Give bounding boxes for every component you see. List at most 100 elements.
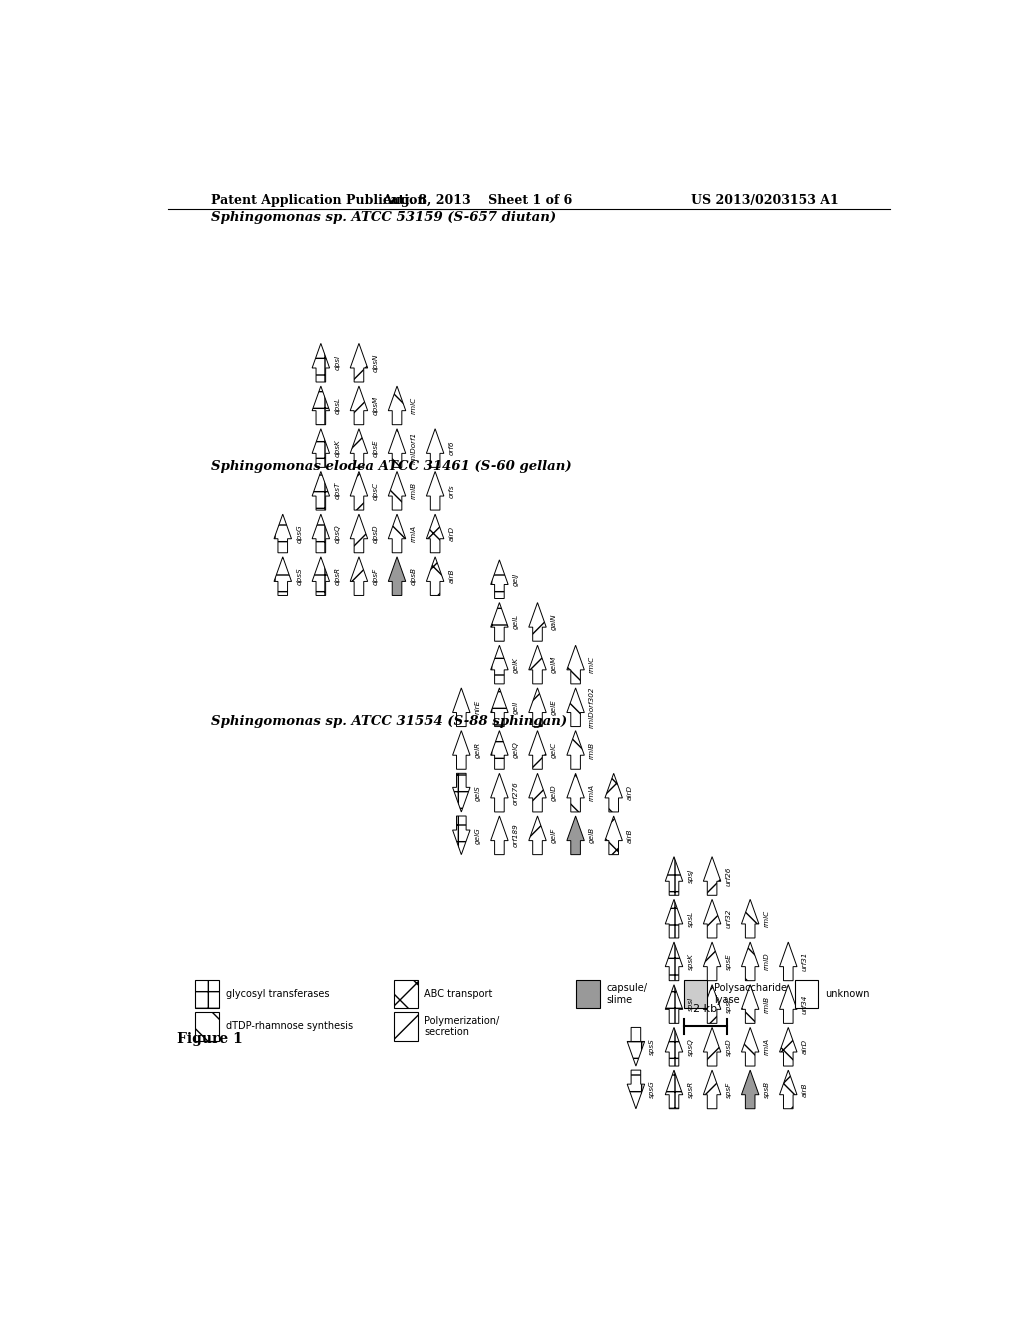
Text: urf32: urf32 [726, 909, 731, 928]
Polygon shape [703, 1027, 721, 1067]
Text: airD: airD [449, 525, 455, 541]
Text: dpsI: dpsI [334, 355, 340, 370]
Text: urf31: urf31 [802, 952, 808, 972]
Text: dpsK: dpsK [334, 440, 340, 457]
Polygon shape [350, 471, 368, 510]
Text: Figure 1: Figure 1 [177, 1032, 243, 1045]
Polygon shape [528, 688, 546, 726]
Polygon shape [312, 471, 330, 510]
Text: spsQ: spsQ [687, 1038, 693, 1056]
Text: rmlC: rmlC [764, 909, 770, 927]
Polygon shape [350, 385, 368, 425]
Text: rmlA: rmlA [411, 525, 417, 543]
Text: unknown: unknown [824, 989, 869, 999]
Polygon shape [312, 343, 330, 381]
Text: spsF: spsF [726, 1081, 731, 1097]
Polygon shape [388, 429, 406, 467]
Polygon shape [426, 429, 443, 467]
Text: urf26: urf26 [726, 866, 731, 886]
Text: Sphingomonas sp. ATCC 31554 (S-88 sphingan): Sphingomonas sp. ATCC 31554 (S-88 sphing… [211, 714, 567, 727]
Polygon shape [741, 942, 759, 981]
Text: airB: airB [802, 1082, 808, 1097]
Text: rmlA: rmlA [589, 784, 595, 801]
Polygon shape [528, 602, 546, 642]
Polygon shape [666, 985, 683, 1023]
Polygon shape [312, 515, 330, 553]
Text: rmlC: rmlC [411, 397, 417, 414]
Polygon shape [627, 1027, 645, 1067]
Polygon shape [703, 985, 721, 1023]
Text: spsB: spsB [764, 1081, 770, 1098]
Text: dpsN: dpsN [373, 354, 379, 372]
Polygon shape [627, 1071, 645, 1109]
Text: spsG: spsG [649, 1081, 655, 1098]
Polygon shape [666, 1071, 683, 1109]
Text: Aug. 8, 2013    Sheet 1 of 6: Aug. 8, 2013 Sheet 1 of 6 [382, 194, 572, 207]
Polygon shape [490, 560, 508, 598]
Text: dpsQ: dpsQ [334, 524, 340, 543]
Text: Patent Application Publication: Patent Application Publication [211, 194, 427, 207]
Text: spsC: spsC [726, 995, 731, 1012]
Text: gelB: gelB [589, 828, 595, 843]
Polygon shape [779, 1071, 797, 1109]
Text: rmlC: rmlC [589, 656, 595, 673]
Text: rmlD: rmlD [764, 953, 770, 970]
Text: dpsT: dpsT [334, 482, 340, 499]
Polygon shape [528, 731, 546, 770]
Polygon shape [666, 857, 683, 895]
Text: airB: airB [449, 569, 455, 583]
Text: Polysaccharide
lyase: Polysaccharide lyase [714, 983, 786, 1005]
Text: dpsC: dpsC [373, 482, 379, 500]
Polygon shape [741, 1071, 759, 1109]
Text: dpsB: dpsB [411, 568, 417, 585]
Polygon shape [426, 557, 443, 595]
Text: rmlDorf1: rmlDorf1 [411, 432, 417, 465]
Text: orfs: orfs [449, 484, 455, 498]
Polygon shape [312, 385, 330, 425]
Text: gelC: gelC [551, 742, 557, 758]
Polygon shape [567, 774, 585, 812]
Bar [795, 979, 818, 1008]
Text: rmlB: rmlB [589, 742, 595, 759]
Polygon shape [490, 645, 508, 684]
Polygon shape [703, 942, 721, 981]
Polygon shape [490, 816, 508, 854]
Text: orf189: orf189 [513, 824, 519, 847]
Text: dpsL: dpsL [334, 397, 340, 414]
Text: US 2013/0203153 A1: US 2013/0203153 A1 [690, 194, 839, 207]
Polygon shape [666, 942, 683, 981]
Polygon shape [741, 985, 759, 1023]
Polygon shape [490, 731, 508, 770]
Text: dpsR: dpsR [334, 568, 340, 585]
Polygon shape [388, 385, 406, 425]
Polygon shape [528, 816, 546, 854]
Polygon shape [567, 688, 585, 726]
Text: orf276: orf276 [513, 780, 519, 804]
Polygon shape [703, 857, 721, 895]
Polygon shape [350, 343, 368, 381]
Text: gelS: gelS [475, 785, 481, 800]
Text: dTDP-rhamnose synthesis: dTDP-rhamnose synthesis [225, 1022, 352, 1031]
Polygon shape [666, 1027, 683, 1067]
Bar [196, 979, 219, 1008]
Polygon shape [453, 774, 470, 812]
Polygon shape [567, 645, 585, 684]
Polygon shape [312, 429, 330, 467]
Text: spsI: spsI [687, 997, 693, 1011]
Text: gelQ: gelQ [513, 742, 519, 759]
Polygon shape [490, 688, 508, 726]
Text: gelF: gelF [551, 828, 557, 843]
Bar [394, 1012, 418, 1040]
Text: gelM: gelM [551, 656, 557, 673]
Text: spsL: spsL [687, 911, 693, 927]
Bar [394, 979, 418, 1008]
Polygon shape [426, 515, 443, 553]
Text: gelD: gelD [551, 784, 557, 801]
Polygon shape [779, 985, 797, 1023]
Polygon shape [453, 688, 470, 726]
Text: gelE: gelE [551, 700, 557, 715]
Text: ABC transport: ABC transport [424, 989, 493, 999]
Text: gelI: gelI [513, 701, 519, 714]
Polygon shape [605, 816, 623, 854]
Text: gelG: gelG [475, 826, 481, 843]
